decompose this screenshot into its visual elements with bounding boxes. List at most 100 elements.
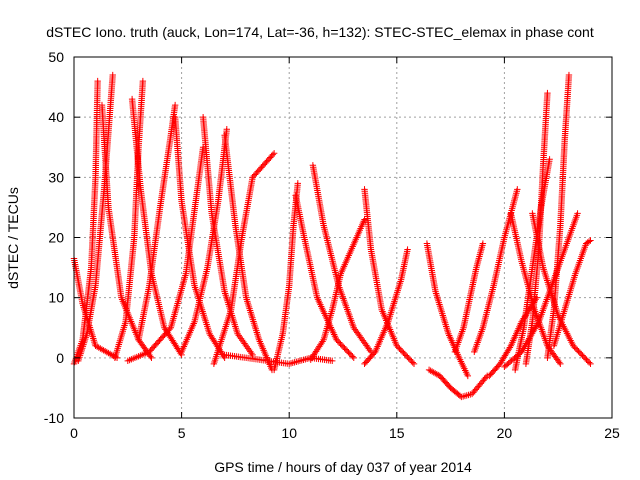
series-pass-22 (451, 240, 487, 356)
data-point (223, 126, 230, 133)
series-pass-27 (507, 210, 564, 368)
data-point (578, 350, 585, 358)
data-point (354, 329, 361, 336)
data-point (92, 342, 99, 349)
x-tick-label: 5 (178, 425, 186, 441)
data-point (394, 343, 402, 351)
data-point (342, 346, 350, 353)
x-tick-label: 25 (604, 425, 620, 441)
data-point (410, 360, 418, 368)
data-point (358, 335, 365, 343)
data-point (522, 312, 529, 319)
data-point (533, 294, 540, 301)
data-point (234, 330, 241, 337)
series-pass-17 (307, 216, 368, 363)
series-pass-20 (423, 240, 472, 380)
series-pass-11 (178, 126, 230, 356)
data-point (587, 237, 594, 244)
series-pass-04 (98, 101, 155, 362)
series-pass-18 (361, 186, 418, 368)
data-point (519, 316, 526, 324)
data-point (575, 348, 582, 355)
data-point (240, 338, 247, 346)
x-tick-label: 0 (70, 425, 78, 441)
series-pass-28 (529, 210, 594, 368)
data-point (557, 360, 564, 368)
data-point (360, 338, 368, 346)
y-axis-label: dSTEC / TECUs (5, 187, 21, 289)
data-point (249, 351, 256, 359)
data-point (207, 332, 214, 339)
data-point (347, 351, 355, 359)
tick-marks (73, 56, 613, 419)
data-point (337, 340, 344, 348)
data-point (574, 346, 581, 354)
data-point (365, 345, 372, 352)
data-point (584, 357, 592, 365)
data-point (401, 350, 408, 358)
data-point (95, 344, 102, 351)
series-pass-10 (199, 113, 256, 359)
data-point (464, 372, 472, 380)
x-axis-label: GPS time / hours of day 037 of year 2014 (214, 459, 472, 475)
data-point (572, 345, 580, 352)
data-point (402, 352, 410, 359)
data-point (398, 348, 406, 355)
data-point (362, 340, 369, 347)
data-point (363, 342, 370, 349)
data-point (241, 340, 248, 347)
data-point (524, 308, 531, 316)
data-point (102, 348, 109, 355)
data-point (546, 156, 553, 163)
data-point (404, 353, 411, 361)
data-point (544, 89, 551, 97)
data-point (571, 343, 578, 351)
data-point (335, 339, 343, 346)
data-point (361, 216, 368, 223)
y-tick-label: 50 (48, 49, 64, 65)
data-point (211, 338, 218, 345)
data-point (556, 359, 563, 366)
x-tick-label: 15 (389, 425, 405, 441)
data-point (527, 304, 534, 311)
data-point (400, 349, 407, 356)
data-point (98, 346, 106, 353)
data-point (103, 348, 111, 356)
data-point (269, 151, 277, 158)
data-point (147, 353, 154, 360)
data-point (346, 350, 353, 357)
data-point (525, 307, 532, 314)
data-point (526, 305, 533, 313)
data-point (139, 77, 147, 85)
data-point (244, 345, 252, 352)
series-pass-13 (210, 150, 278, 368)
data-point (514, 186, 521, 193)
data-point (393, 342, 400, 349)
data-point (238, 337, 246, 344)
data-point (245, 346, 253, 354)
series-pass-09 (124, 144, 207, 365)
y-tick-label: 40 (48, 109, 64, 125)
data-point (587, 360, 594, 368)
data-point (109, 71, 116, 79)
data-point (528, 302, 535, 309)
x-tick-label: 20 (497, 425, 513, 441)
data-point (579, 352, 586, 359)
data-point (521, 313, 528, 321)
data-point (585, 359, 593, 366)
y-tick-label: 20 (48, 230, 64, 246)
data-point (570, 342, 577, 349)
y-tick-label: 0 (56, 350, 64, 366)
data-point (355, 330, 362, 338)
series-pass-12 (221, 132, 276, 374)
data-point (529, 300, 536, 308)
data-point (531, 297, 538, 305)
data-point (404, 246, 411, 253)
data-point (97, 345, 104, 352)
data-point (366, 347, 374, 354)
data-point (94, 77, 101, 85)
data-point (349, 353, 356, 360)
data-point (247, 348, 254, 355)
data-point (209, 335, 216, 342)
